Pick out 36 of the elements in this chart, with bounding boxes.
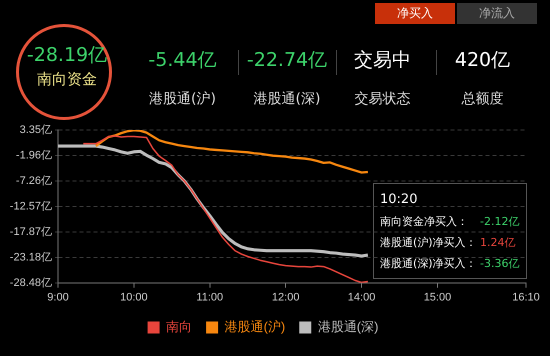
annotation: 港股通(沪)净买入： [380,235,477,250]
x-tick-label: 10:00 [120,291,148,304]
y-tick-label: -7.26亿 [16,174,52,187]
x-tick-label: 12:00 [272,291,300,304]
annotation: 南向资金净买入： [380,214,468,229]
legend-label: 南向 [166,319,192,334]
x-tick-label: 9:00 [47,291,69,304]
legend-label: 港股通(沪) [224,319,286,334]
text: -22.74亿 [246,48,328,73]
text: -5.44亿 [147,48,218,73]
annotation: 1.24亿 [480,235,516,250]
text: -28.19亿 [26,43,108,68]
annotation: -2.12亿 [480,214,520,229]
y-tick-label: -1.96亿 [16,150,52,162]
annotation: 10:20 [380,192,418,207]
x-tick-label: 11:00 [196,291,224,304]
y-tick-label: -23.18亿 [10,251,52,264]
legend-label: 港股通(深) [318,319,378,334]
text: 总额度 [460,90,504,108]
text: 南向资金 [36,70,98,89]
annotation: 港股通(深)净买入： [380,256,477,271]
text: 港股通(深) [252,90,322,108]
x-tick-label: 15:00 [424,291,452,304]
y-tick-label: -12.57亿 [10,200,52,212]
x-tick-label: 14:00 [348,291,376,304]
text: 净流入 [457,3,537,24]
text: 420亿 [454,48,512,73]
annotation: -3.36亿 [480,256,520,271]
x-tick-label: 16:10 [512,291,540,304]
text: 交易状态 [354,90,412,108]
text: 港股通(沪) [148,90,217,108]
text: 净买入 [375,3,455,24]
y-tick-label: -28.48亿 [10,276,52,289]
y-tick-label: 3.35亿 [20,124,52,136]
y-tick-label: -17.87亿 [10,226,52,238]
text: 交易中 [353,48,412,73]
